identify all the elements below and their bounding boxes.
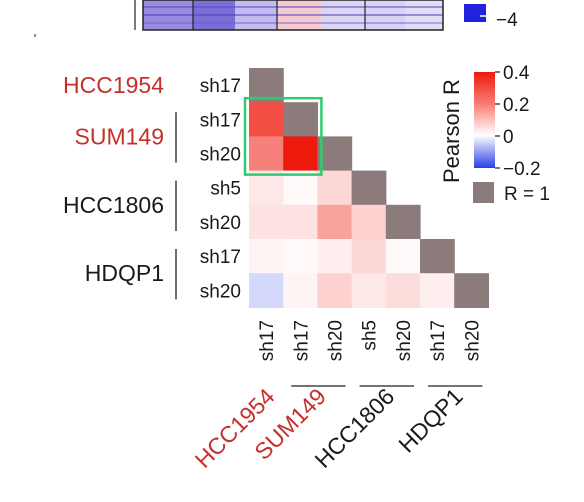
heatmap-cell-diagonal: [420, 239, 455, 274]
column-group-label: HDQP1: [393, 383, 467, 457]
row-clone-label: sh20: [200, 213, 241, 234]
heatmap-cell: [317, 273, 353, 308]
colorbar-gradient: [474, 72, 495, 168]
heatmap-cell: [317, 204, 353, 240]
heatmap-cell: [317, 239, 353, 274]
heatmap-cell: [249, 102, 284, 137]
top-panel-legend: −4: [464, 4, 518, 31]
heatmap-cells: [243, 68, 489, 308]
heatmap-cell: [249, 204, 284, 240]
heatmap-cell: [249, 273, 284, 308]
column-clone-label: sh20: [394, 320, 415, 361]
heatmap-cell: [351, 239, 387, 274]
colorbar: 0.4 0.2 0 −0.2 Pearson R: [439, 63, 541, 183]
row-group-label: HCC1806: [63, 192, 164, 218]
diagonal-legend-label: R = 1: [504, 184, 550, 205]
highlight-box: [243, 96, 323, 176]
row-clone-label: sh5: [210, 179, 241, 200]
heatmap-cell-diagonal: [283, 102, 318, 137]
diagonal-legend: R = 1: [473, 182, 550, 205]
heatmap-cell: [283, 273, 318, 308]
heatmap-cell: [283, 204, 318, 240]
heatmap-cell-diagonal: [385, 204, 421, 240]
row-clone-label: sh20: [200, 145, 241, 166]
heatmap-cell: [283, 170, 318, 206]
colorbar-tick-label: 0.2: [503, 95, 529, 116]
column-clone-label: sh20: [462, 320, 483, 361]
column-clone-label: sh17: [428, 320, 449, 361]
column-clone-label: sh17: [257, 320, 278, 361]
row-clone-label: sh17: [200, 110, 241, 131]
row-clone-label: sh17: [200, 76, 241, 97]
colorbar-ticks: 0.4 0.2 0 −0.2: [495, 63, 541, 180]
row-labels: sh17 sh17 sh20 sh5 sh20 sh17 sh20 HCC1954 SUM149…: [63, 72, 241, 302]
heatmap-cell-diagonal: [317, 136, 353, 172]
heatmap-cell: [317, 170, 353, 206]
heatmap-cell: [420, 273, 455, 308]
row-clone-label: sh17: [200, 247, 241, 268]
heatmap-cell: [385, 273, 421, 308]
top-heatmap-strip: [34, 0, 444, 37]
column-clone-label: sh5: [360, 320, 381, 351]
heatmap-cell: [249, 170, 284, 206]
row-clone-label: sh20: [200, 281, 241, 302]
colorbar-tick-label: −0.2: [503, 159, 541, 180]
heatmap-cell: [385, 239, 421, 274]
row-group-label: HDQP1: [85, 260, 164, 286]
heatmap-cell-diagonal: [454, 273, 489, 308]
colorbar-tick-label: 0.4: [503, 63, 530, 84]
diagonal-swatch: [473, 182, 494, 203]
column-labels: sh17 sh17 sh20 sh5 sh20 sh17 sh20HCC1954SUM149…: [190, 320, 483, 473]
heatmap-cell: [249, 239, 284, 274]
heatmap-cell: [283, 239, 318, 274]
heatmap-cell: [249, 136, 284, 172]
column-clone-label: sh17: [291, 320, 312, 361]
heatmap-cell: [351, 273, 387, 308]
colorbar-title: Pearson R: [439, 79, 464, 183]
heatmap-cell: [283, 136, 318, 172]
top-legend-swatch: [464, 4, 486, 22]
heatmap-cell: [351, 204, 387, 240]
heatmap-cell-diagonal: [351, 170, 387, 206]
top-legend-tick-label: −4: [496, 10, 518, 31]
row-group-label: SUM149: [75, 123, 164, 149]
row-group-label: HCC1954: [63, 72, 164, 98]
column-clone-label: sh20: [326, 320, 347, 361]
colorbar-tick-label: 0: [503, 127, 514, 148]
